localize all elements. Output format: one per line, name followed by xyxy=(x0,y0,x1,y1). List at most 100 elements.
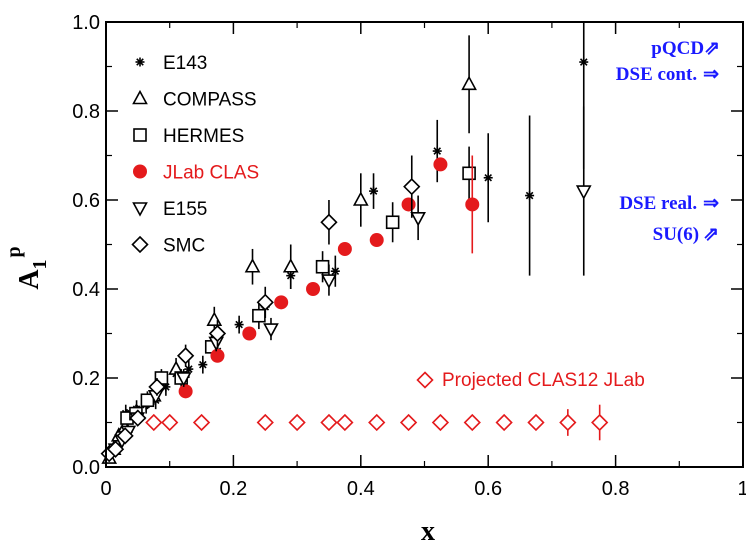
data-marks xyxy=(100,22,609,464)
data-point xyxy=(591,413,609,432)
data-point xyxy=(106,440,125,458)
annotation-su6-arrow: ⇗ xyxy=(703,224,719,245)
annotation-su6-label: SU(6) xyxy=(653,224,699,245)
data-point xyxy=(525,191,535,201)
y-tick-label: 0.2 xyxy=(72,368,100,390)
data-point xyxy=(369,186,379,196)
y-axis-title-sub: 1 xyxy=(29,259,51,269)
data-point xyxy=(242,326,257,341)
legend-entry: HERMES xyxy=(133,126,244,147)
legend-entry: JLab CLAS xyxy=(133,163,259,184)
annotation-pqcd-arrow: ⇗ xyxy=(704,38,720,59)
data-point xyxy=(483,173,493,183)
data-point xyxy=(385,215,400,230)
y-axis-title-main: A xyxy=(14,269,45,290)
data-point xyxy=(337,241,352,256)
data-point xyxy=(352,191,369,206)
x-tick-label: 0.2 xyxy=(219,478,247,500)
annotation-dse-real-label: DSE real. xyxy=(619,193,697,214)
svg-text:A1p: A1p xyxy=(3,246,51,289)
data-point xyxy=(274,295,289,310)
data-point xyxy=(178,384,193,399)
legend-marker xyxy=(133,164,147,179)
data-point xyxy=(145,413,163,432)
series-smc xyxy=(100,155,421,463)
data-point xyxy=(306,282,321,296)
legend-entry: E155 xyxy=(132,199,207,220)
data-point xyxy=(210,348,225,363)
data-point xyxy=(320,213,338,231)
annotation-dse-cont-label: DSE cont. xyxy=(616,64,697,85)
data-point xyxy=(256,293,274,311)
legend-marker xyxy=(133,128,147,142)
data-point xyxy=(208,324,227,343)
data-point xyxy=(431,413,450,432)
projection-legend-marker xyxy=(416,371,434,389)
legend-label: SMC xyxy=(163,236,205,257)
data-point xyxy=(198,360,208,370)
legend-label: E143 xyxy=(163,53,207,74)
data-point xyxy=(256,413,274,432)
y-axis-title-sup: p xyxy=(3,246,25,257)
x-tick-label: 0.4 xyxy=(347,478,375,500)
legend-marker xyxy=(132,89,148,105)
data-point xyxy=(176,347,195,365)
data-point xyxy=(148,378,166,396)
x-tick-label: 0.8 xyxy=(602,478,630,500)
data-point xyxy=(175,372,192,387)
data-point xyxy=(410,212,426,227)
annotation-dse-cont-arrow: ⇒ xyxy=(703,64,719,85)
y-tick-label: 1.0 xyxy=(72,12,100,34)
data-point xyxy=(399,413,418,432)
x-axis-title: x xyxy=(421,516,435,544)
data-point xyxy=(495,413,513,432)
data-point xyxy=(559,413,577,432)
y-axis-title: A1p xyxy=(3,246,51,289)
data-point xyxy=(579,57,589,67)
y-tick-label: 0.0 xyxy=(72,457,100,479)
data-point xyxy=(288,413,306,432)
y-tick-label: 0.8 xyxy=(72,101,100,123)
data-point xyxy=(116,427,134,445)
annotation-pqcd: pQCD⇗ xyxy=(651,38,720,59)
x-tick-label: 0.6 xyxy=(474,478,502,500)
legend-label: JLab CLAS xyxy=(163,163,259,184)
series-e155 xyxy=(107,106,592,458)
x-tick-label: 0 xyxy=(100,478,111,500)
legend-marker xyxy=(131,235,149,254)
data-point xyxy=(282,258,299,273)
axes: 0 0.2 0.4 0.6 0.8 1 0.0 0.2 0.4 0.6 0.8 1.0 xyxy=(72,12,746,500)
data-point xyxy=(527,413,545,432)
data-point xyxy=(369,233,384,248)
legend-label: HERMES xyxy=(163,126,244,147)
series-e143 xyxy=(121,22,589,423)
annotation-pqcd-label: pQCD xyxy=(651,38,704,59)
data-point xyxy=(403,178,421,196)
legend-label: E155 xyxy=(163,199,207,220)
data-point xyxy=(234,320,244,330)
data-point xyxy=(336,413,354,432)
data-point xyxy=(432,146,442,156)
data-point xyxy=(321,274,337,289)
projection-label: Projected CLAS12 JLab xyxy=(442,370,645,391)
y-tick-label: 0.4 xyxy=(72,279,100,301)
series-jlab-clas xyxy=(178,155,480,399)
data-point xyxy=(462,166,476,181)
data-point xyxy=(129,409,147,427)
data-point xyxy=(161,413,179,432)
data-point xyxy=(315,259,330,274)
data-point xyxy=(252,308,266,323)
data-point xyxy=(244,258,261,273)
annotation-dse-real: DSE real. ⇒ xyxy=(619,193,719,214)
data-point xyxy=(330,266,340,276)
legend-entry: SMC xyxy=(131,235,205,257)
data-point xyxy=(263,323,279,338)
legend: E143 COMPASS HERMES JLab CLAS E155 SMC xyxy=(131,53,434,389)
data-point xyxy=(320,413,338,432)
legend-marker xyxy=(132,202,148,217)
data-point xyxy=(433,157,448,172)
series-projected-clas12-jlab xyxy=(145,404,609,441)
data-point xyxy=(461,75,477,91)
data-point xyxy=(401,197,416,212)
